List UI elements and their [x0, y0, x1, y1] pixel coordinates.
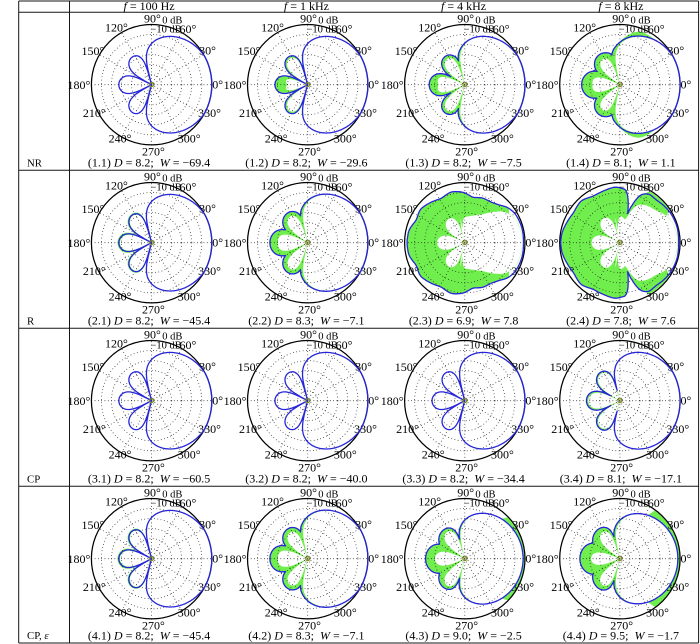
svg-text:(3.3) D = 8.2; W = −34.4: (3.3) D = 8.2; W = −34.4	[402, 472, 524, 486]
svg-text:(1.4) D = 8.1; W = 1.1: (1.4) D = 8.1; W = 1.1	[566, 156, 676, 170]
svg-text:CP: CP	[27, 473, 40, 485]
svg-text:(1.3) D = 8.2; W = −7.5: (1.3) D = 8.2; W = −7.5	[405, 156, 521, 170]
svg-text:f = 1 kHz: f = 1 kHz	[284, 0, 329, 13]
svg-text:(4.4) D = 9.5; W = −1.7: (4.4) D = 9.5; W = −1.7	[563, 628, 679, 642]
svg-text:f = 4 kHz: f = 4 kHz	[441, 0, 486, 13]
svg-text:(2.4) D = 7.8; W = 7.6: (2.4) D = 7.8; W = 7.6	[566, 314, 676, 328]
svg-text:(4.1) D = 8.2; W = −45.4: (4.1) D = 8.2; W = −45.4	[88, 628, 210, 642]
svg-text:(2.1) D = 8.2; W = −45.4: (2.1) D = 8.2; W = −45.4	[88, 314, 210, 328]
svg-text:(4.2) D = 8.3; W = −7.1: (4.2) D = 8.3; W = −7.1	[248, 628, 364, 642]
svg-text:NR: NR	[27, 157, 43, 169]
svg-text:CP, ε: CP, ε	[27, 630, 49, 642]
svg-text:R: R	[27, 315, 35, 327]
svg-text:(1.1) D = 8.2; W = −69.4: (1.1) D = 8.2; W = −69.4	[88, 156, 210, 170]
svg-text:(4.3) D = 9.0; W = −2.5: (4.3) D = 9.0; W = −2.5	[405, 628, 521, 642]
svg-text:f = 8 kHz: f = 8 kHz	[598, 0, 643, 13]
svg-text:(3.1) D = 8.2; W = −60.5: (3.1) D = 8.2; W = −60.5	[88, 472, 210, 486]
svg-text:(3.4) D = 8.1; W = −17.1: (3.4) D = 8.1; W = −17.1	[560, 472, 682, 486]
svg-text:(2.2) D = 8.3; W = −7.1: (2.2) D = 8.3; W = −7.1	[248, 314, 364, 328]
svg-text:(2.3) D = 6.9; W = 7.8: (2.3) D = 6.9; W = 7.8	[409, 314, 519, 328]
svg-text:(3.2) D = 8.2; W = −40.0: (3.2) D = 8.2; W = −40.0	[245, 472, 367, 486]
svg-text:(1.2) D = 8.2; W = −29.6: (1.2) D = 8.2; W = −29.6	[245, 156, 367, 170]
svg-text:f = 100 Hz: f = 100 Hz	[124, 0, 175, 13]
